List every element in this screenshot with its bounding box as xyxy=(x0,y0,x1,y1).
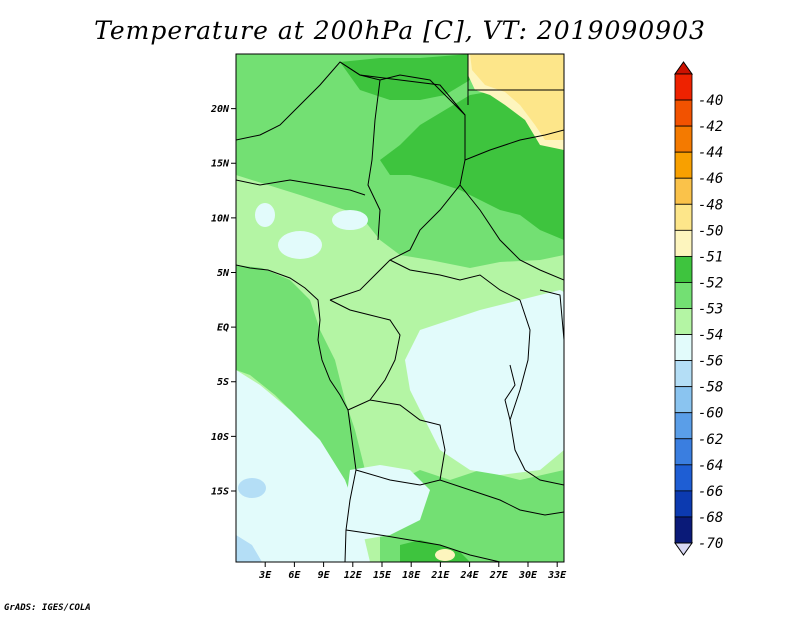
colorbar-swatch xyxy=(674,255,693,283)
lat-tick-label: 15N xyxy=(211,159,230,170)
chart-title: Temperature at 200hPa [C], VT: 201909090… xyxy=(94,16,706,45)
country-borders xyxy=(236,54,564,562)
colorbar-label: -68 xyxy=(698,510,723,526)
field-spot-56-a xyxy=(278,231,322,259)
colorbar-label: -54 xyxy=(698,328,723,344)
colorbar-label: -46 xyxy=(698,171,723,187)
colorbar-label: -51 xyxy=(698,249,723,265)
grads-credit: GrADS: IGES/COLA xyxy=(4,603,91,613)
lon-tick-label: 12E xyxy=(344,570,363,581)
colorbar-swatch xyxy=(674,490,693,518)
lon-tick-label: 24E xyxy=(460,570,480,581)
colorbar-top-arrow xyxy=(674,61,693,75)
colorbar-swatch xyxy=(674,99,693,127)
colorbar-label: -60 xyxy=(698,406,723,422)
lat-tick-label: 10S xyxy=(211,432,229,443)
lon-tick-label: 9E xyxy=(318,570,331,581)
lon-tick-label: 18E xyxy=(402,570,421,581)
colorbar: -40 -42 -44 -46 -48 -50 -51 -52 -53 -54 -56 -58 -60 -… xyxy=(674,61,723,556)
lon-tick-label: 27E xyxy=(489,570,509,581)
colorbar-label: -56 xyxy=(698,354,723,370)
lat-tick-label: 10N xyxy=(211,213,230,224)
colorbar-swatch xyxy=(674,386,693,414)
colorbar-label: -50 xyxy=(698,223,723,239)
lon-tick-label: 33E xyxy=(547,570,567,581)
map-frame xyxy=(235,53,565,563)
lon-tick-label: 30E xyxy=(518,570,538,581)
field-spot-51-south xyxy=(435,549,455,561)
colorbar-label: -52 xyxy=(698,275,723,291)
colorbar-label: -64 xyxy=(698,458,723,474)
colorbar-bottom-arrow xyxy=(674,542,693,556)
colorbar-label: -58 xyxy=(698,380,723,396)
colorbar-label: -62 xyxy=(698,432,723,448)
colorbar-swatch xyxy=(674,229,693,257)
colorbar-label: -44 xyxy=(698,145,723,161)
field-region-56-east xyxy=(405,290,564,475)
field-region-56-south xyxy=(345,465,430,540)
field-spot-56-c xyxy=(255,203,275,227)
colorbar-swatch xyxy=(674,334,693,362)
colorbar-swatch xyxy=(674,203,693,231)
lon-tick-label: 15E xyxy=(373,570,392,581)
field-region-52-northwest xyxy=(340,54,470,100)
lon-tick-label: 6E xyxy=(288,570,301,581)
colorbar-swatch xyxy=(674,125,693,153)
lat-tick-label: 20N xyxy=(210,104,230,115)
colorbar-swatch xyxy=(674,151,693,179)
colorbar-swatch xyxy=(674,464,693,492)
colorbar-label: -66 xyxy=(698,484,723,500)
colorbar-label: -42 xyxy=(698,119,723,135)
lon-tick-label: 21E xyxy=(430,570,450,581)
colorbar-label: -40 xyxy=(698,93,723,109)
temperature-field xyxy=(236,54,564,562)
lat-tick-label: 5N xyxy=(217,268,230,279)
colorbar-swatch xyxy=(674,177,693,205)
lat-tick-label: EQ xyxy=(217,323,229,334)
colorbar-swatch xyxy=(674,412,693,440)
colorbar-swatch xyxy=(674,360,693,388)
field-region-52-north xyxy=(380,90,564,240)
colorbar-swatch xyxy=(674,73,693,101)
colorbar-swatch xyxy=(674,516,693,544)
colorbar-label: -53 xyxy=(698,302,723,318)
colorbar-label: -48 xyxy=(698,197,723,213)
field-spot-56-b xyxy=(332,210,368,230)
lat-tick-label: 5S xyxy=(217,377,229,388)
colorbar-swatch xyxy=(674,282,693,309)
field-region-50 xyxy=(470,54,564,140)
longitude-axis: 3E 6E 9E 12E 15E 18E 21E 24E 27E 30E 33E xyxy=(258,562,567,581)
colorbar-swatch xyxy=(674,438,693,466)
colorbar-label: -70 xyxy=(698,536,723,552)
colorbar-swatch xyxy=(674,308,693,335)
field-region-58 xyxy=(236,535,262,562)
field-band-53-coast xyxy=(236,265,372,520)
latitude-axis: 20N 15N 10N 5N EQ 5S 10S 15S xyxy=(210,104,236,497)
field-region-56-southwest xyxy=(236,370,370,562)
field-spot-58 xyxy=(238,478,266,498)
lon-tick-label: 3E xyxy=(258,570,272,581)
lat-tick-label: 15S xyxy=(211,486,229,497)
